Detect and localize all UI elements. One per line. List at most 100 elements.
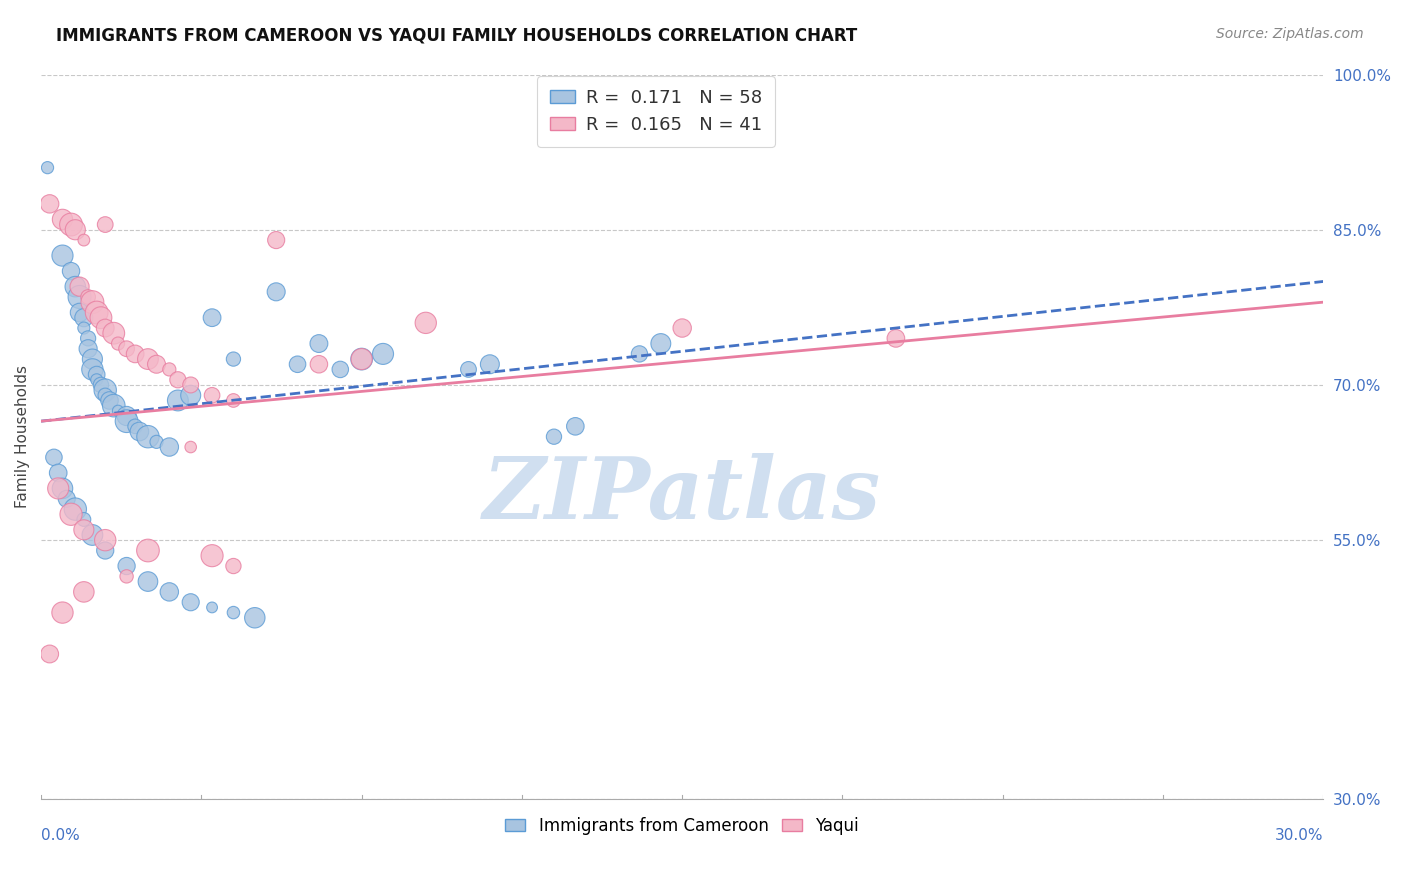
Text: 0.0%: 0.0%	[41, 828, 80, 843]
Point	[180, 595, 202, 609]
Point	[180, 388, 202, 402]
Point	[107, 336, 129, 351]
Point	[478, 357, 501, 371]
Legend: Immigrants from Cameroon, Yaqui: Immigrants from Cameroon, Yaqui	[499, 810, 866, 841]
Point	[350, 352, 373, 367]
Point	[671, 321, 693, 335]
Point	[73, 523, 96, 537]
Point	[136, 430, 159, 444]
Point	[94, 388, 117, 402]
Point	[90, 378, 112, 392]
Point	[457, 362, 479, 376]
Point	[86, 368, 108, 382]
Point	[222, 559, 245, 574]
Text: ZIPatlas: ZIPatlas	[484, 453, 882, 536]
Point	[107, 404, 129, 418]
Point	[94, 383, 117, 397]
Point	[115, 409, 138, 423]
Point	[157, 362, 180, 376]
Point	[77, 290, 100, 304]
Point	[201, 549, 224, 563]
Point	[264, 233, 287, 247]
Point	[51, 212, 73, 227]
Point	[287, 357, 309, 371]
Point	[37, 161, 59, 175]
Point	[201, 600, 224, 615]
Point	[82, 352, 104, 367]
Point	[103, 326, 125, 341]
Point	[103, 399, 125, 413]
Text: Source: ZipAtlas.com: Source: ZipAtlas.com	[1216, 27, 1364, 41]
Point	[51, 249, 73, 263]
Point	[46, 466, 69, 480]
Point	[371, 347, 394, 361]
Point	[38, 197, 60, 211]
Point	[65, 502, 87, 516]
Point	[69, 290, 91, 304]
Point	[73, 585, 96, 599]
Point	[329, 362, 352, 376]
Point	[201, 310, 224, 325]
Point	[73, 321, 96, 335]
Point	[415, 316, 437, 330]
Point	[145, 357, 167, 371]
Point	[136, 574, 159, 589]
Point	[94, 533, 117, 548]
Point	[115, 414, 138, 428]
Point	[145, 434, 167, 449]
Point	[94, 218, 117, 232]
Point	[115, 569, 138, 583]
Point	[77, 331, 100, 345]
Point	[124, 347, 146, 361]
Point	[51, 482, 73, 496]
Point	[180, 440, 202, 454]
Point	[46, 482, 69, 496]
Point	[82, 362, 104, 376]
Point	[350, 352, 373, 367]
Point	[60, 218, 83, 232]
Point	[42, 450, 65, 465]
Point	[94, 543, 117, 558]
Text: 30.0%: 30.0%	[1275, 828, 1323, 843]
Point	[69, 305, 91, 319]
Point	[73, 512, 96, 526]
Point	[128, 425, 150, 439]
Point	[60, 508, 83, 522]
Text: IMMIGRANTS FROM CAMEROON VS YAQUI FAMILY HOUSEHOLDS CORRELATION CHART: IMMIGRANTS FROM CAMEROON VS YAQUI FAMILY…	[56, 27, 858, 45]
Point	[94, 321, 117, 335]
Point	[82, 528, 104, 542]
Point	[115, 342, 138, 356]
Point	[564, 419, 586, 434]
Point	[136, 352, 159, 367]
Point	[201, 388, 224, 402]
Point	[157, 440, 180, 454]
Point	[180, 378, 202, 392]
Point	[167, 373, 190, 387]
Point	[157, 585, 180, 599]
Point	[650, 336, 672, 351]
Point	[222, 352, 245, 367]
Point	[222, 393, 245, 408]
Point	[38, 647, 60, 661]
Point	[82, 295, 104, 310]
Point	[264, 285, 287, 299]
Point	[69, 279, 91, 293]
Point	[77, 342, 100, 356]
Point	[73, 310, 96, 325]
Point	[55, 491, 77, 506]
Point	[90, 310, 112, 325]
Point	[124, 419, 146, 434]
Point	[308, 336, 330, 351]
Point	[86, 305, 108, 319]
Point	[167, 393, 190, 408]
Point	[884, 331, 907, 345]
Point	[628, 347, 651, 361]
Point	[73, 233, 96, 247]
Point	[136, 543, 159, 558]
Point	[65, 279, 87, 293]
Point	[98, 393, 121, 408]
Point	[60, 264, 83, 278]
Point	[115, 559, 138, 574]
Point	[308, 357, 330, 371]
Point	[222, 606, 245, 620]
